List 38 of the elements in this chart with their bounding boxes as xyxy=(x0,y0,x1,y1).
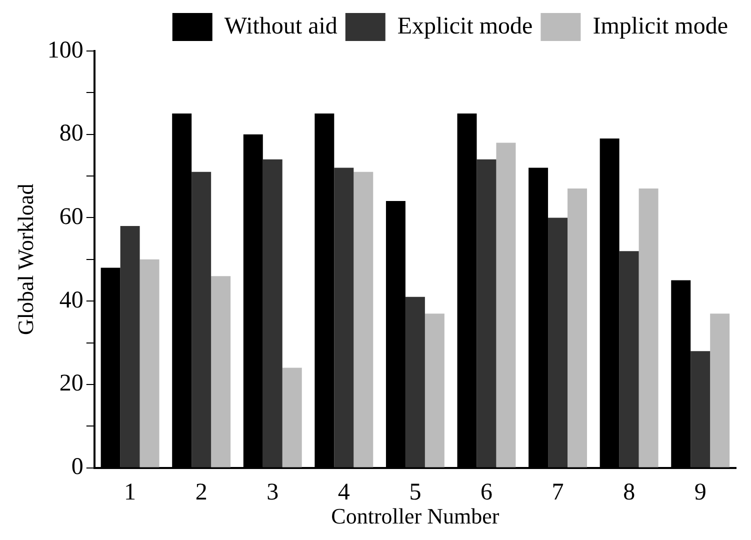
bar xyxy=(354,172,374,468)
y-tick-label: 40 xyxy=(59,287,84,314)
y-axis-title: Global Workload xyxy=(12,184,38,335)
x-tick-label: 8 xyxy=(623,479,636,506)
bar xyxy=(282,368,302,468)
x-tick-label: 2 xyxy=(195,479,208,506)
legend-label: Implicit mode xyxy=(592,13,728,40)
x-tick-label: 7 xyxy=(552,479,564,506)
y-tick-label: 80 xyxy=(59,120,84,147)
bar xyxy=(548,218,568,468)
x-tick-label: 1 xyxy=(124,479,136,506)
bar xyxy=(496,142,516,468)
y-tick-label: 20 xyxy=(59,370,84,397)
y-tick-label: 60 xyxy=(59,204,84,230)
y-tick-label: 0 xyxy=(71,454,84,480)
x-tick-label: 5 xyxy=(409,479,422,506)
bar xyxy=(710,314,730,468)
bar xyxy=(638,188,658,468)
bar xyxy=(619,251,639,468)
x-tick-label: 4 xyxy=(338,479,350,506)
bar xyxy=(568,188,588,468)
bar xyxy=(120,226,140,468)
legend-label: Explicit mode xyxy=(397,13,533,40)
bar xyxy=(334,168,354,468)
bar xyxy=(476,159,496,468)
x-tick-label: 6 xyxy=(480,479,492,506)
bar xyxy=(262,159,282,468)
x-axis-title: Controller Number xyxy=(331,504,500,529)
legend-label: Without aid xyxy=(224,13,338,40)
bar xyxy=(211,276,231,468)
bar xyxy=(405,296,425,468)
x-tick-label: 9 xyxy=(694,479,706,506)
bar xyxy=(140,259,160,468)
y-tick-label: 100 xyxy=(47,37,84,64)
bar xyxy=(192,172,212,468)
bar xyxy=(424,314,444,468)
x-tick-label: 3 xyxy=(266,479,279,506)
bar xyxy=(690,351,710,468)
